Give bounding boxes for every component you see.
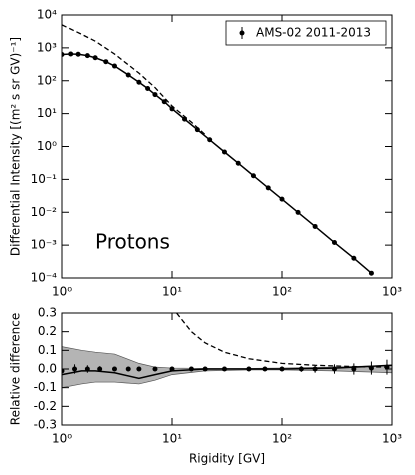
y-tick-label: -0.2 — [34, 399, 57, 413]
data-point — [312, 223, 318, 229]
y-axis-label: Relative difference — [9, 313, 23, 425]
data-point — [188, 366, 194, 372]
data-point — [384, 364, 390, 370]
x-tick-label: 10¹ — [162, 285, 182, 299]
data-point — [221, 149, 227, 155]
data-point — [368, 365, 374, 371]
data-point — [169, 366, 175, 372]
plot-area — [62, 24, 374, 276]
y-tick-label: 0.2 — [38, 324, 57, 338]
data-point — [265, 185, 271, 191]
data-point — [351, 366, 357, 372]
data-point — [62, 368, 65, 374]
x-tick-label: 10⁰ — [52, 285, 72, 299]
annotation: Protons — [95, 230, 170, 254]
data-point — [152, 92, 158, 98]
x-tick-label: 10² — [272, 285, 292, 299]
data-point — [298, 366, 304, 372]
data-point — [279, 366, 285, 372]
y-tick-label: 10² — [37, 73, 57, 87]
data-point — [72, 366, 78, 372]
data-point — [161, 99, 167, 105]
legend-box — [225, 20, 387, 46]
dashed-line — [176, 313, 392, 368]
data-point — [84, 366, 90, 372]
data-point — [295, 209, 301, 215]
data-point — [103, 59, 109, 65]
data-point — [331, 240, 337, 246]
data-point — [202, 366, 208, 372]
y-tick-label: 0.3 — [38, 306, 57, 320]
data-point — [84, 53, 90, 59]
data-point — [111, 63, 117, 69]
x-tick-label: 10³ — [382, 432, 402, 446]
x-axis-label: Rigidity [GV] — [189, 452, 265, 466]
data-point — [262, 366, 268, 372]
y-tick-label: 10⁰ — [37, 139, 57, 153]
y-axis-label: Differential Intensity [(m² s sr GV)⁻¹] — [9, 37, 23, 256]
data-point — [111, 366, 117, 372]
data-point — [235, 160, 241, 166]
data-point — [279, 196, 285, 202]
plot-area — [62, 313, 392, 389]
data-point — [68, 51, 74, 57]
y-tick-label: 10⁻² — [31, 205, 58, 219]
y-tick-label: 10³ — [37, 40, 57, 54]
y-tick-label: 10⁻³ — [31, 238, 58, 252]
data-point — [125, 72, 131, 78]
y-tick-label: 10⁴ — [37, 8, 57, 22]
data-point — [75, 51, 81, 57]
data-point — [62, 51, 65, 57]
data-point — [246, 366, 252, 372]
x-tick-label: 10³ — [382, 285, 402, 299]
data-point — [351, 255, 357, 261]
data-point — [368, 270, 374, 276]
dashed-line — [62, 24, 206, 136]
legend-marker — [239, 30, 245, 36]
data-point — [207, 137, 213, 143]
y-tick-label: 0.1 — [38, 343, 57, 357]
data-point — [221, 366, 227, 372]
data-point — [136, 79, 142, 85]
data-point — [152, 366, 158, 372]
legend-label: AMS-02 2011-2013 — [256, 26, 371, 40]
data-point — [92, 55, 98, 61]
y-tick-label: 10⁻¹ — [31, 172, 58, 186]
data-point — [331, 366, 337, 372]
x-tick-label: 10⁰ — [52, 432, 72, 446]
y-tick-label: 0.0 — [38, 362, 57, 376]
line — [62, 364, 392, 380]
y-tick-label: 10¹ — [37, 106, 57, 120]
data-point — [250, 173, 256, 179]
data-point — [125, 366, 131, 372]
data-point — [97, 366, 103, 372]
y-tick-label: -0.1 — [34, 380, 57, 394]
x-tick-label: 10¹ — [162, 432, 182, 446]
y-tick-label: -0.3 — [34, 418, 57, 432]
data-point — [312, 366, 318, 372]
x-tick-label: 10² — [272, 432, 292, 446]
y-tick-label: 10⁻⁴ — [31, 271, 58, 285]
data-point — [136, 366, 142, 372]
data-point — [145, 86, 151, 92]
